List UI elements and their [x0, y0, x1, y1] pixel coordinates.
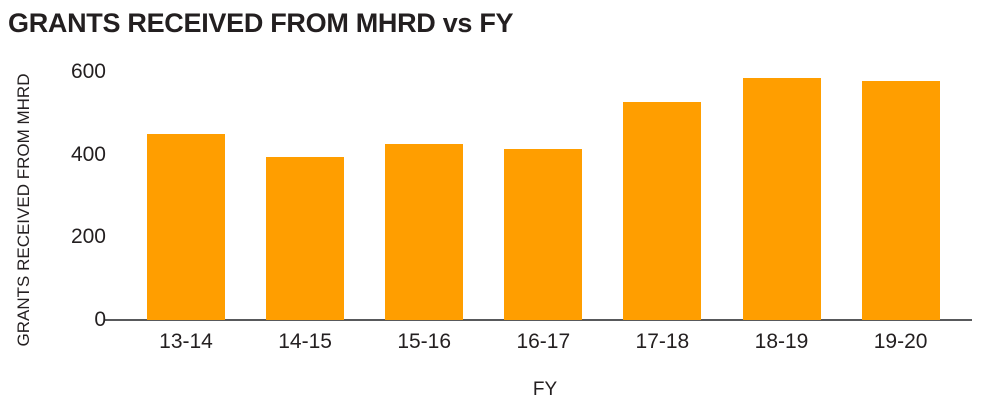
x-tick-label: 17-18: [635, 330, 690, 353]
bar-19-20: [861, 81, 940, 320]
y-tick-label: 400: [70, 142, 106, 166]
bar-17-18: [623, 102, 702, 320]
y-tick-label: 600: [70, 60, 106, 83]
chart-title: GRANTS RECEIVED FROM MHRD vs FY: [8, 8, 514, 38]
x-tick-label: 16-17: [516, 330, 571, 353]
bar-18-19: [742, 78, 821, 320]
y-tick-label: 200: [70, 225, 106, 249]
x-tick-label: 18-19: [754, 330, 809, 353]
bar-13-14: [147, 134, 225, 320]
x-tick-label: 19-20: [873, 330, 928, 353]
x-axis-line: [105, 319, 972, 321]
y-tick-label: 0: [94, 308, 106, 331]
bar-15-16: [385, 144, 464, 320]
y-axis-label: GRANTS RECEIVED FROM MHRD: [14, 73, 33, 347]
x-axis-label: FY: [532, 379, 558, 400]
x-tick-label: 14-15: [278, 330, 332, 353]
bar-14-15: [266, 156, 345, 320]
x-tick-label: 15-16: [397, 330, 452, 353]
x-tick-label: 13-14: [159, 330, 213, 353]
bar-16-17: [504, 149, 583, 320]
